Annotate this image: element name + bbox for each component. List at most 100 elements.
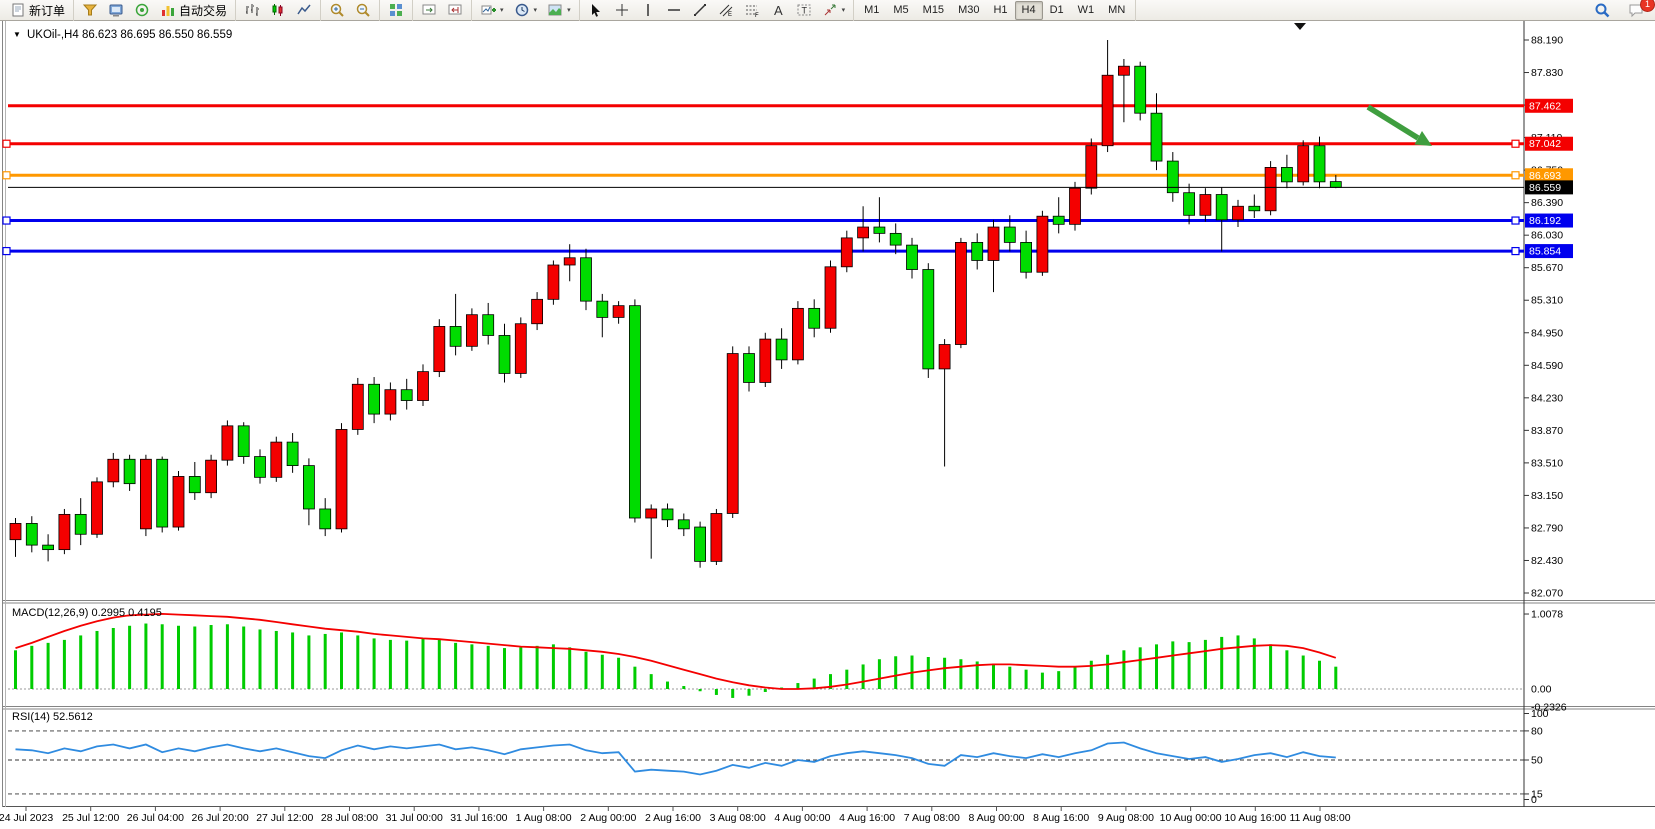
candle[interactable] [759, 332, 772, 387]
timeframe-h4-button[interactable]: H4 [1014, 0, 1043, 20]
auto-scroll-button[interactable] [416, 0, 442, 21]
candle[interactable] [1248, 194, 1261, 219]
candle[interactable] [482, 302, 495, 345]
chevron-down-icon[interactable]: ▾ [533, 7, 538, 14]
channel-tool-button[interactable]: E [713, 0, 739, 21]
candle[interactable] [1069, 181, 1081, 231]
candle[interactable] [139, 454, 152, 537]
timeframe-m1-button[interactable]: M1 [864, 4, 880, 16]
candle[interactable] [498, 323, 511, 383]
candle[interactable] [531, 292, 543, 331]
chevron-down-icon[interactable]: ▾ [500, 7, 504, 14]
line-chart-button[interactable] [291, 0, 317, 21]
candle[interactable] [1150, 93, 1163, 171]
candle[interactable] [726, 346, 739, 519]
candle[interactable] [107, 452, 120, 488]
candles-layer[interactable] [9, 40, 1342, 568]
candle[interactable] [25, 516, 38, 553]
candle[interactable] [1036, 210, 1049, 276]
candle[interactable] [1166, 152, 1179, 202]
candle[interactable] [9, 518, 22, 557]
candle[interactable] [1003, 215, 1016, 252]
periods-button[interactable]: ▾ [509, 0, 543, 21]
candle[interactable] [629, 299, 641, 523]
candle[interactable] [694, 521, 706, 568]
new-order-button[interactable]: 新订单 [5, 0, 70, 21]
text-label-tool-button[interactable]: T [791, 0, 817, 21]
timeframe-h1-button[interactable]: H1 [993, 4, 1008, 16]
candle[interactable] [417, 364, 429, 406]
arrows-tool-button[interactable]: ▾ [817, 0, 851, 21]
candle[interactable] [906, 237, 918, 279]
candle[interactable] [1134, 61, 1147, 121]
candle[interactable] [221, 420, 234, 466]
candle[interactable] [580, 248, 592, 311]
timeframe-m15-button[interactable]: M15 [922, 4, 945, 16]
hline-handle[interactable] [1511, 139, 1520, 148]
candle[interactable] [743, 346, 755, 392]
candle[interactable] [351, 377, 364, 435]
chart-window[interactable]: 88.19087.83087.47087.11086.75086.39086.0… [0, 21, 1655, 829]
vertical-line-tool-button[interactable] [635, 0, 661, 21]
candle[interactable] [840, 230, 853, 273]
candle[interactable] [824, 260, 837, 333]
candle[interactable] [58, 508, 71, 555]
timeframe-m30-button[interactable]: M30 [958, 4, 980, 16]
candle[interactable] [270, 436, 283, 482]
candle[interactable] [792, 301, 804, 365]
candle[interactable] [384, 382, 397, 421]
candle[interactable] [1085, 138, 1098, 195]
candlestick-chart-button[interactable] [265, 0, 291, 21]
zoom-in-button[interactable] [324, 0, 350, 21]
auto-trading-button[interactable]: 自动交易 [155, 0, 232, 21]
candle[interactable] [123, 454, 136, 491]
hline-handle[interactable] [1511, 171, 1520, 180]
hline-handle[interactable] [1511, 216, 1520, 225]
candle[interactable] [677, 513, 690, 537]
terminal-button[interactable] [103, 0, 129, 21]
candle[interactable] [1118, 58, 1130, 123]
annotation-arrow[interactable] [1366, 104, 1432, 146]
timeframe-w1-button[interactable]: W1 [1077, 4, 1095, 16]
candle[interactable] [1264, 161, 1277, 216]
candle[interactable] [987, 219, 1000, 293]
candle[interactable] [1297, 140, 1310, 186]
candle[interactable] [971, 233, 984, 270]
candle[interactable] [1281, 154, 1293, 189]
candle[interactable] [873, 197, 886, 243]
candle[interactable] [1020, 230, 1032, 279]
timeframe-mn-button[interactable]: MN [1108, 4, 1126, 16]
hline-handle[interactable] [1511, 246, 1520, 256]
candle[interactable] [172, 471, 185, 531]
candle[interactable] [74, 498, 87, 546]
candle[interactable] [563, 244, 576, 282]
chart-shift-button[interactable] [442, 0, 468, 21]
crosshair-tool-button[interactable] [609, 0, 635, 21]
green-arrow-shaft[interactable] [1366, 104, 1420, 141]
horizontal-lines-layer[interactable] [2, 104, 1524, 256]
candle[interactable] [319, 498, 332, 537]
hline-handle[interactable] [2, 171, 11, 180]
chart-svg[interactable]: 88.19087.83087.47087.11086.75086.39086.0… [0, 21, 1655, 829]
candle[interactable] [661, 503, 674, 528]
candle[interactable] [302, 458, 315, 526]
candle[interactable] [1052, 197, 1065, 234]
candle[interactable] [1199, 188, 1212, 222]
candle[interactable] [612, 301, 625, 324]
candle[interactable] [156, 456, 169, 533]
candle[interactable] [938, 339, 951, 467]
notifications-button[interactable]: 1 [1623, 0, 1655, 21]
time-axis[interactable]: 24 Jul 2023 25 Jul 12:00 26 Jul 04:00 26 Ju… [0, 807, 1351, 824]
macd-panel[interactable]: 1.0078 0.00 -0.2326 [8, 609, 1567, 714]
candle[interactable] [922, 263, 935, 378]
candle[interactable] [596, 293, 609, 338]
candle[interactable] [400, 378, 413, 410]
hline-handle[interactable] [2, 216, 11, 225]
candle[interactable] [775, 328, 788, 369]
candle[interactable] [955, 237, 967, 349]
candle[interactable] [1232, 199, 1244, 228]
timeframe-m5-button[interactable]: M5 [893, 4, 909, 16]
strategy-tester-button[interactable] [129, 0, 155, 21]
candle[interactable] [286, 433, 299, 473]
candle[interactable] [1101, 40, 1114, 153]
